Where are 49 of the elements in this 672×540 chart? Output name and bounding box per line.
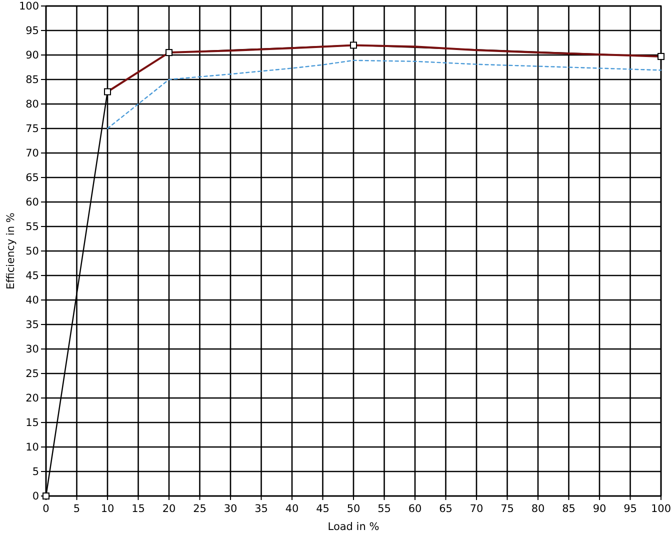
- y-tick-label: 100: [18, 0, 39, 13]
- point: [104, 88, 111, 96]
- y-tick-label: 85: [26, 74, 39, 86]
- y-tick-label: 10: [26, 442, 39, 454]
- x-tick-label: 65: [439, 503, 452, 515]
- x-tick-label: 95: [624, 503, 637, 515]
- y-tick-label: 25: [26, 368, 39, 380]
- y-tick-label: 55: [26, 221, 39, 234]
- y-tick-label: 20: [26, 392, 39, 405]
- x-tick-label: 55: [378, 503, 391, 515]
- y-tick-label: 70: [26, 148, 39, 160]
- x-tick-label: 5: [73, 503, 80, 515]
- y-tick-label: 95: [26, 25, 39, 38]
- x-tick-label: 45: [316, 503, 330, 515]
- x-tick-label: 60: [408, 503, 422, 515]
- x-tick-label: 15: [132, 503, 145, 515]
- y-tick-label: 40: [26, 294, 39, 307]
- x-tick-label: 80: [531, 503, 545, 515]
- y-tick-label: 30: [26, 344, 39, 356]
- y-tick-label: 65: [26, 172, 39, 184]
- y-tick-label: 5: [32, 466, 39, 478]
- y-tick-label: 45: [26, 270, 39, 282]
- x-tick-label: 25: [193, 503, 206, 515]
- x-tick-label: 50: [346, 503, 360, 515]
- x-tick-label: 85: [562, 503, 576, 515]
- y-tick-label: 35: [26, 319, 39, 332]
- y-tick-label: 0: [32, 490, 39, 503]
- line-series: [106, 60, 662, 130]
- y-tick-label: 80: [26, 98, 39, 111]
- x-tick-label: 30: [224, 503, 238, 515]
- point: [350, 42, 357, 49]
- x-tick-label: 20: [162, 503, 176, 515]
- x-tick-label: 40: [285, 503, 299, 515]
- x-tick-label: 90: [592, 503, 606, 515]
- y-tick-label: 90: [26, 50, 39, 62]
- point: [658, 52, 664, 60]
- y-tick-label: 50: [26, 246, 39, 258]
- x-tick-label: 70: [470, 503, 484, 515]
- x-axis-title: Load in %: [328, 521, 380, 533]
- x-tick-label: 75: [500, 503, 514, 515]
- y-axis-title: Efficiency in %: [5, 212, 17, 290]
- point: [166, 49, 172, 56]
- x-tick-label: 100: [650, 503, 672, 515]
- x-tick-label: 10: [100, 503, 114, 515]
- y-tick-label: 15: [26, 417, 39, 430]
- y-tick-label: 75: [26, 123, 39, 136]
- x-tick-label: 0: [42, 503, 50, 515]
- y-tick-label: 60: [26, 196, 39, 209]
- x-tick-label: 35: [254, 503, 268, 515]
